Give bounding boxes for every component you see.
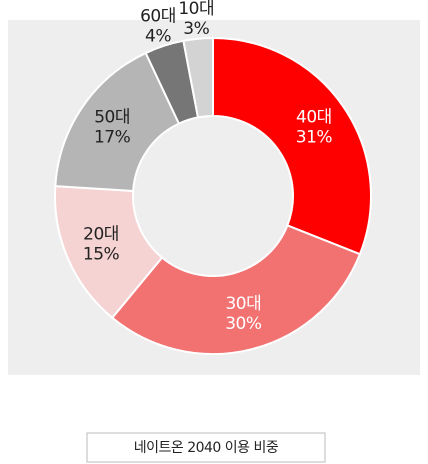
slice-value-label: 31%	[296, 127, 333, 147]
wedge	[212, 36, 372, 256]
slice-category-label: 40대	[296, 107, 332, 127]
wedge	[110, 224, 362, 355]
slice-value-label: 17%	[94, 127, 131, 147]
slice-category-label: 30대	[225, 294, 261, 314]
slice-category-label: 50대	[94, 107, 130, 127]
wedge	[54, 51, 181, 193]
caption-box	[86, 432, 326, 463]
slice-category-label: 10대	[178, 0, 214, 19]
slice-value-label: 4%	[145, 27, 171, 47]
wedge	[182, 36, 214, 119]
slice-category-label: 20대	[83, 224, 119, 244]
chart-title: 네이트온 2040 이용 비중	[134, 440, 279, 456]
slice-category-label: 60대	[140, 7, 176, 27]
slice-value-label: 30%	[225, 314, 262, 334]
slice-value-label: 3%	[183, 19, 209, 39]
slice-value-label: 15%	[83, 244, 120, 264]
